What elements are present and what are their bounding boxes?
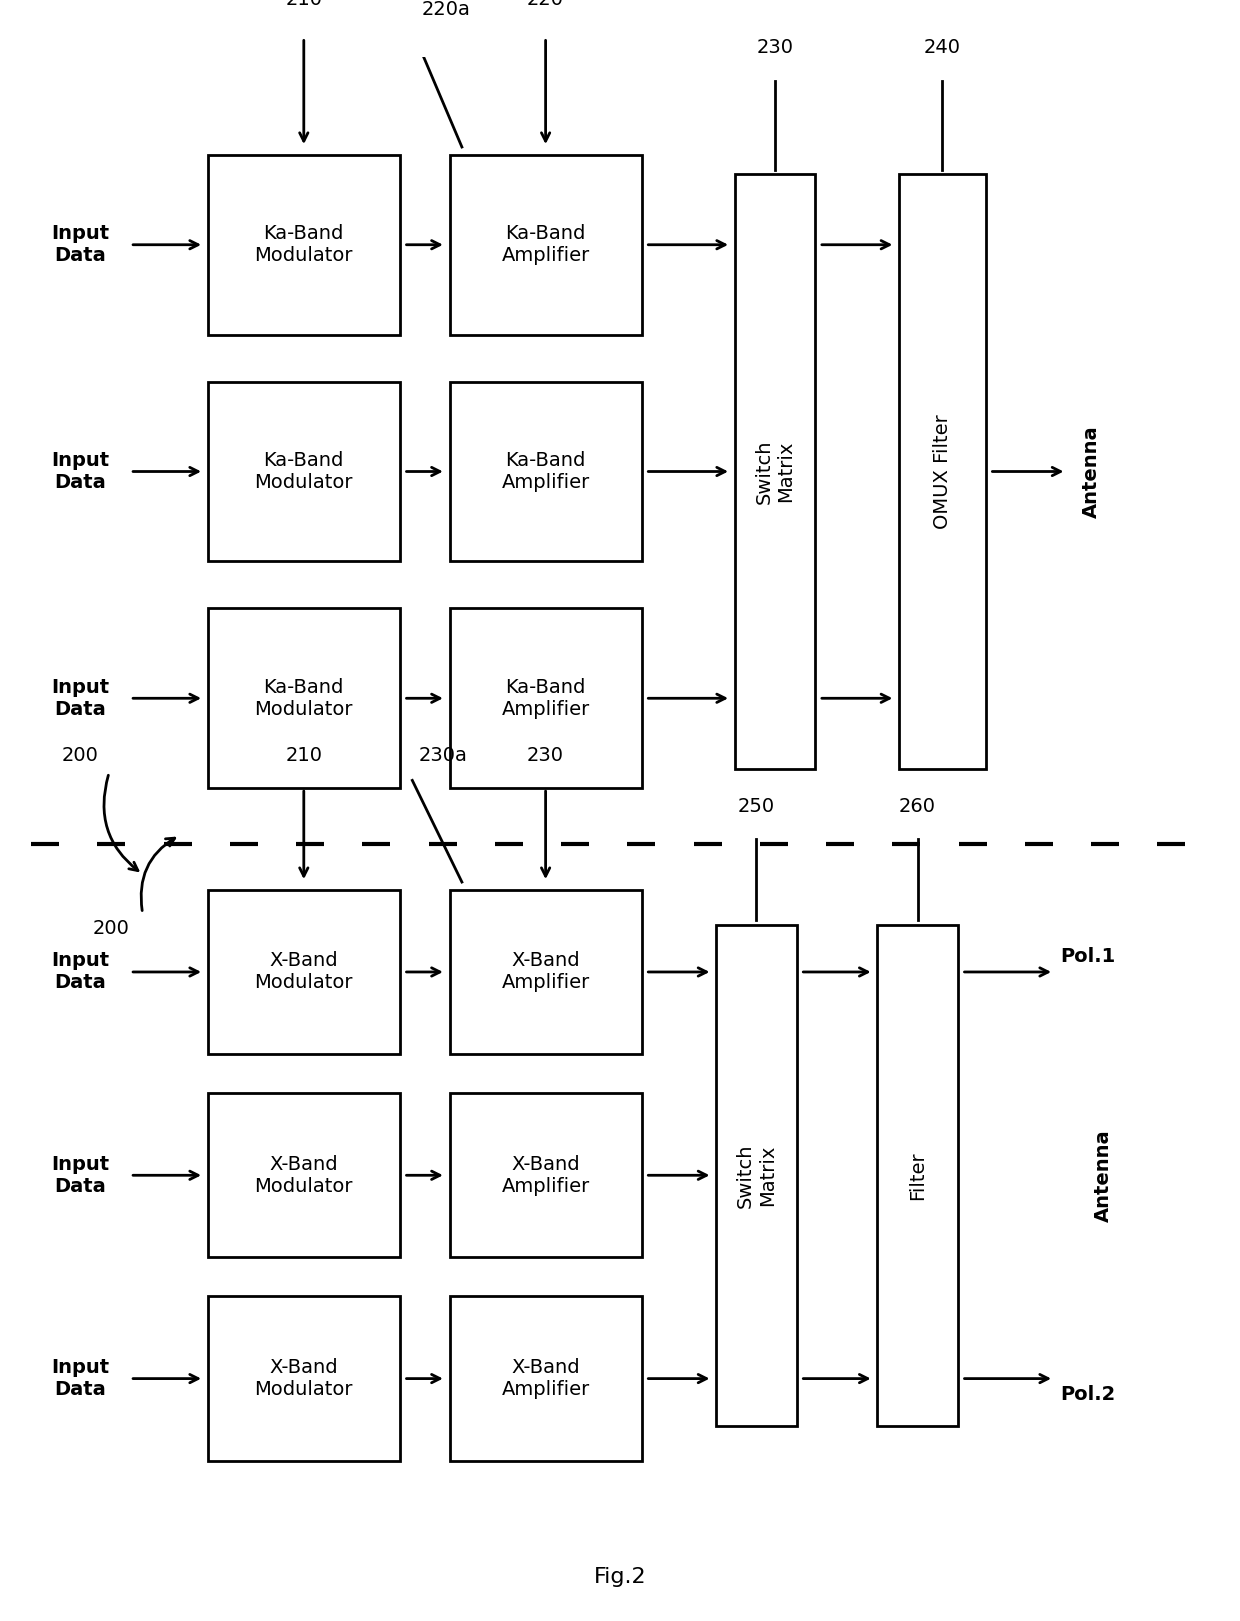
Text: Pol.1: Pol.1 xyxy=(1060,947,1116,966)
FancyBboxPatch shape xyxy=(899,175,986,768)
Text: Ka-Band
Modulator: Ka-Band Modulator xyxy=(254,678,353,718)
FancyBboxPatch shape xyxy=(207,890,399,1054)
FancyBboxPatch shape xyxy=(207,608,399,788)
Text: 210: 210 xyxy=(285,0,322,10)
Text: Ka-Band
Modulator: Ka-Band Modulator xyxy=(254,451,353,493)
Text: Ka-Band
Amplifier: Ka-Band Amplifier xyxy=(501,451,590,493)
Text: 250: 250 xyxy=(738,796,775,815)
FancyBboxPatch shape xyxy=(878,926,957,1425)
FancyBboxPatch shape xyxy=(207,1297,399,1461)
Text: Switch
Matrix: Switch Matrix xyxy=(735,1143,777,1208)
Text: X-Band
Modulator: X-Band Modulator xyxy=(254,1154,353,1196)
Text: Ka-Band
Modulator: Ka-Band Modulator xyxy=(254,224,353,266)
FancyBboxPatch shape xyxy=(207,156,399,334)
Text: 210: 210 xyxy=(285,746,322,765)
Text: Ka-Band
Amplifier: Ka-Band Amplifier xyxy=(501,224,590,266)
FancyBboxPatch shape xyxy=(449,608,642,788)
Text: Filter: Filter xyxy=(908,1151,928,1200)
FancyBboxPatch shape xyxy=(449,890,642,1054)
Text: 220a: 220a xyxy=(422,0,470,19)
Text: OMUX Filter: OMUX Filter xyxy=(932,413,952,528)
Text: X-Band
Amplifier: X-Band Amplifier xyxy=(501,1154,590,1196)
Text: Antenna: Antenna xyxy=(1094,1128,1114,1222)
Text: Pol.2: Pol.2 xyxy=(1060,1384,1116,1404)
FancyBboxPatch shape xyxy=(449,1297,642,1461)
Text: 220: 220 xyxy=(527,0,564,10)
FancyBboxPatch shape xyxy=(449,1093,642,1258)
Text: X-Band
Modulator: X-Band Modulator xyxy=(254,1358,353,1399)
FancyBboxPatch shape xyxy=(207,381,399,561)
Text: 240: 240 xyxy=(924,37,961,57)
Text: Ka-Band
Amplifier: Ka-Band Amplifier xyxy=(501,678,590,718)
FancyBboxPatch shape xyxy=(207,1093,399,1258)
Text: X-Band
Amplifier: X-Band Amplifier xyxy=(501,952,590,992)
Text: X-Band
Amplifier: X-Band Amplifier xyxy=(501,1358,590,1399)
Text: 260: 260 xyxy=(899,796,936,815)
FancyBboxPatch shape xyxy=(449,381,642,561)
Text: Input
Data: Input Data xyxy=(52,952,109,992)
FancyBboxPatch shape xyxy=(449,156,642,334)
Text: Input
Data: Input Data xyxy=(52,1154,109,1196)
Text: 230a: 230a xyxy=(419,746,467,765)
Text: Input
Data: Input Data xyxy=(52,451,109,493)
Text: Antenna: Antenna xyxy=(1081,425,1101,517)
Text: 230: 230 xyxy=(756,37,794,57)
Text: 200: 200 xyxy=(93,919,130,939)
FancyBboxPatch shape xyxy=(717,926,797,1425)
Text: 230: 230 xyxy=(527,746,564,765)
Text: Input
Data: Input Data xyxy=(52,1358,109,1399)
Text: Input
Data: Input Data xyxy=(52,224,109,266)
Text: Fig.2: Fig.2 xyxy=(594,1568,646,1587)
Text: X-Band
Modulator: X-Band Modulator xyxy=(254,952,353,992)
Text: Switch
Matrix: Switch Matrix xyxy=(754,439,796,504)
Text: 200: 200 xyxy=(62,746,99,765)
Text: Input
Data: Input Data xyxy=(52,678,109,718)
FancyBboxPatch shape xyxy=(734,175,816,768)
